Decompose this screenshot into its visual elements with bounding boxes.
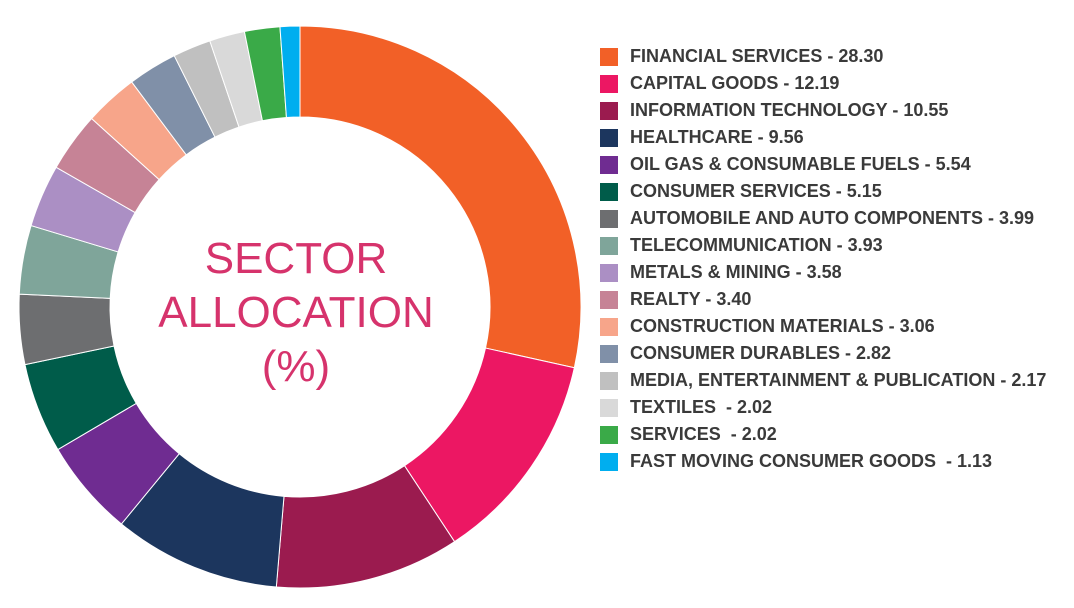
- legend-label: OIL GAS & CONSUMABLE FUELS - 5.54: [630, 154, 971, 174]
- legend-label: CAPITAL GOODS - 12.19: [630, 73, 840, 93]
- legend-swatch: [600, 129, 618, 147]
- legend-label: CONSTRUCTION MATERIALS - 3.06: [630, 316, 935, 336]
- legend-label: METALS & MINING - 3.58: [630, 262, 842, 282]
- legend-label: INFORMATION TECHNOLOGY - 10.55: [630, 100, 949, 120]
- legend-item: TELECOMMUNICATION - 3.93: [600, 235, 1070, 256]
- legend-item: REALTY - 3.40: [600, 289, 1070, 310]
- legend-swatch: [600, 264, 618, 282]
- donut-slice: [299, 25, 582, 369]
- legend-label: AUTOMOBILE AND AUTO COMPONENTS - 3.99: [630, 208, 1035, 228]
- legend-swatch: [600, 318, 618, 336]
- legend-swatch: [600, 102, 618, 120]
- legend-item: SERVICES - 2.02: [600, 424, 1070, 445]
- legend-label: HEALTHCARE - 9.56: [630, 127, 804, 147]
- legend-label: MEDIA, ENTERTAINMENT & PUBLICATION - 2.1…: [630, 370, 1047, 390]
- legend-item: CONSTRUCTION MATERIALS - 3.06: [600, 316, 1070, 337]
- legend-item: FINANCIAL SERVICES - 28.30: [600, 46, 1070, 67]
- legend-item: METALS & MINING - 3.58: [600, 262, 1070, 283]
- legend-swatch: [600, 156, 618, 174]
- legend-label: SERVICES - 2.02: [630, 424, 777, 444]
- legend-swatch: [600, 372, 618, 390]
- legend-label: CONSUMER DURABLES - 2.82: [630, 343, 892, 363]
- legend-swatch: [600, 453, 618, 471]
- legend-item: CONSUMER SERVICES - 5.15: [600, 181, 1070, 202]
- legend-item: HEALTHCARE - 9.56: [600, 127, 1070, 148]
- legend-item: CAPITAL GOODS - 12.19: [600, 73, 1070, 94]
- chart-title: SECTOR ALLOCATION (%): [158, 234, 434, 391]
- legend-swatch: [600, 426, 618, 444]
- legend-item: CONSUMER DURABLES - 2.82: [600, 343, 1070, 364]
- legend-swatch: [600, 183, 618, 201]
- legend-item: INFORMATION TECHNOLOGY - 10.55: [600, 100, 1070, 121]
- legend-item: MEDIA, ENTERTAINMENT & PUBLICATION - 2.1…: [600, 370, 1070, 391]
- donut-slice: [279, 25, 301, 119]
- legend-item: FAST MOVING CONSUMER GOODS - 1.13: [600, 451, 1070, 472]
- legend-label: FINANCIAL SERVICES - 28.30: [630, 46, 884, 66]
- legend-swatch: [600, 237, 618, 255]
- legend-item: OIL GAS & CONSUMABLE FUELS - 5.54: [600, 154, 1070, 175]
- legend-swatch: [600, 75, 618, 93]
- legend: FINANCIAL SERVICES - 28.30 CAPITAL GOODS …: [600, 46, 1070, 478]
- legend-label: REALTY - 3.40: [630, 289, 752, 309]
- donut-chart: [18, 25, 582, 589]
- legend-item: TEXTILES - 2.02: [600, 397, 1070, 418]
- legend-swatch: [600, 291, 618, 309]
- legend-label: TELECOMMUNICATION - 3.93: [630, 235, 883, 255]
- legend-swatch: [600, 48, 618, 66]
- legend-label: FAST MOVING CONSUMER GOODS - 1.13: [630, 451, 993, 471]
- legend-label: TEXTILES - 2.02: [630, 397, 773, 417]
- legend-swatch: [600, 210, 618, 228]
- legend-swatch: [600, 399, 618, 417]
- legend-label: CONSUMER SERVICES - 5.15: [630, 181, 882, 201]
- legend-swatch: [600, 345, 618, 363]
- legend-item: AUTOMOBILE AND AUTO COMPONENTS - 3.99: [600, 208, 1070, 229]
